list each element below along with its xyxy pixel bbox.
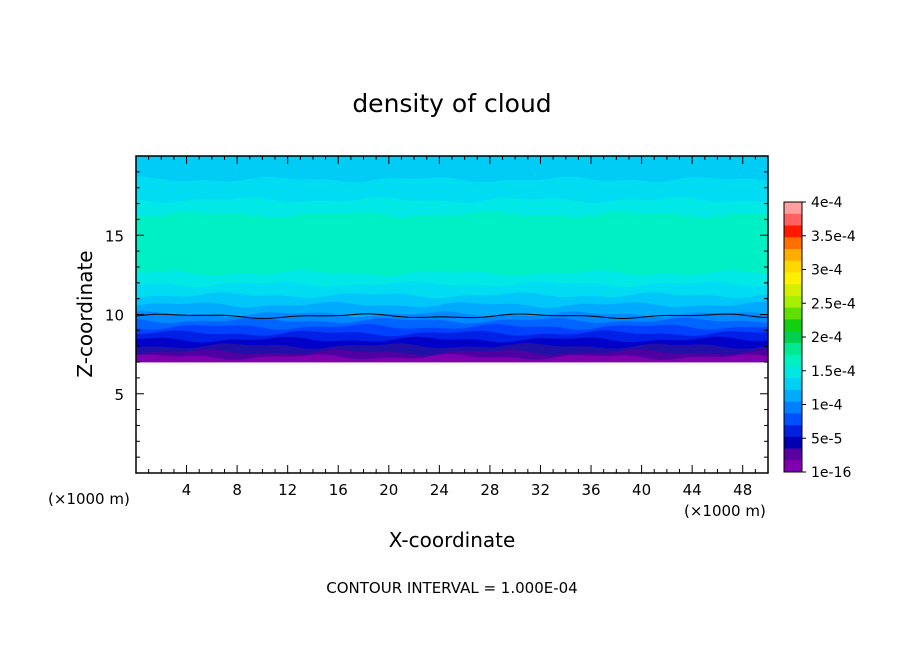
colorbar-swatch: [784, 366, 802, 379]
x-unit-right: (×1000 m): [684, 502, 766, 520]
colorbar-label: 2.5e-4: [811, 296, 856, 312]
colorbar-swatch: [784, 295, 802, 309]
x-axis-label: X-coordinate: [389, 528, 516, 552]
x-tick-label: 24: [430, 481, 449, 499]
colorbar-swatch: [784, 331, 802, 344]
chart-title: density of cloud: [352, 89, 551, 118]
x-tick-label: 4: [182, 481, 192, 499]
y-tick-label: 10: [105, 307, 124, 325]
density-band: [136, 156, 768, 184]
colorbar-swatch: [784, 448, 802, 461]
x-tick-label: 20: [379, 481, 398, 499]
x-tick-label: 44: [683, 481, 702, 499]
x-tick-label: 48: [733, 481, 752, 499]
colorbar-swatch: [784, 272, 802, 285]
colorbar-swatch: [784, 225, 802, 238]
x-tick-label: 28: [480, 481, 499, 499]
x-tick-label: 40: [632, 481, 651, 499]
colorbar-swatch: [784, 354, 802, 367]
colorbar-swatch: [784, 413, 802, 426]
colorbar-label: 3e-4: [811, 263, 843, 279]
x-unit-left: (×1000 m): [48, 490, 130, 508]
y-axis-label: Z-coordinate: [73, 250, 97, 377]
colorbar-swatch: [784, 284, 802, 297]
x-tick-label: 32: [531, 481, 550, 499]
colorbar-label: 1.5e-4: [811, 364, 856, 380]
colorbar-swatch: [784, 342, 802, 356]
colorbar-swatch: [784, 389, 802, 403]
contour-interval-footer: CONTOUR INTERVAL = 1.000E-04: [326, 579, 577, 597]
colorbar-label: 1e-4: [811, 398, 843, 414]
colorbar-swatch: [784, 202, 802, 215]
colorbar-label: 4e-4: [811, 195, 843, 211]
colorbar: 4e-4 3.5e-4 3e-4 2.5e-4 2e-4 1.5e-4 1e-4 5e-5 1e…: [783, 195, 856, 481]
colorbar-swatch: [784, 436, 802, 450]
colorbar-swatch: [784, 307, 802, 320]
colorbar-label: 1e-16: [811, 465, 851, 481]
density-bands: [136, 156, 768, 363]
colorbar-label: 5e-5: [811, 431, 842, 447]
x-tick-label: 16: [329, 481, 348, 499]
y-tick-label: 5: [114, 386, 124, 404]
colorbar-label: 3.5e-4: [811, 229, 856, 245]
x-tick-label: 8: [232, 481, 242, 499]
colorbar-label: 2e-4: [811, 330, 843, 346]
colorbar-swatch: [784, 248, 802, 262]
colorbar-swatch: [784, 213, 802, 226]
colorbar-swatch: [784, 460, 802, 473]
y-tick-label: 15: [105, 227, 124, 245]
colorbar-swatch: [784, 425, 802, 438]
y-axis: 5 10 15: [105, 171, 768, 458]
density-band: [136, 211, 768, 277]
x-tick-label: 36: [581, 481, 600, 499]
x-tick-label: 12: [278, 481, 297, 499]
x-axis: 4 8 12 16 20 24 28 32 36 40 44 48: [148, 156, 756, 499]
plot-area: [136, 156, 768, 473]
colorbar-swatch: [784, 378, 802, 391]
density-band: [136, 354, 768, 363]
colorbar-swatch: [784, 401, 802, 414]
contour-line: [136, 313, 768, 320]
colorbar-swatch: [784, 237, 802, 250]
colorbar-swatch: [784, 260, 802, 273]
colorbar-swatch: [784, 319, 802, 332]
